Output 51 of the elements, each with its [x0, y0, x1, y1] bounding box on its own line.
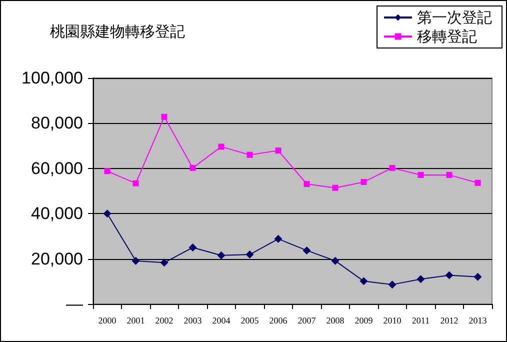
x-tick-label: 2003 [184, 316, 202, 326]
point [132, 180, 139, 186]
legend-label: 第一次登記 [417, 8, 492, 26]
y-tick-label: — [66, 294, 83, 314]
y-tick-label: 100,000 [22, 68, 83, 88]
x-tick-label: 2008 [326, 316, 345, 326]
point [274, 234, 282, 243]
point [104, 168, 110, 174]
point [218, 144, 224, 150]
x-tick-label: 2011 [412, 316, 430, 326]
x-tick-label: 2001 [126, 316, 145, 326]
point [416, 275, 425, 284]
x-tick-label: 2000 [98, 316, 117, 326]
y-tick-label: 80,000 [31, 114, 83, 133]
point [331, 256, 340, 265]
x-tick-label: 2009 [354, 316, 374, 326]
point [418, 172, 424, 178]
point [302, 246, 311, 254]
point [188, 244, 197, 252]
y-tick-label: 60,000 [31, 158, 83, 178]
point [132, 256, 140, 265]
point [161, 114, 168, 120]
x-tick-label: 2004 [212, 316, 231, 326]
x-tick-label: 2002 [155, 316, 174, 326]
x-tick-label: 2012 [440, 316, 458, 326]
point [474, 180, 481, 186]
point [445, 271, 454, 280]
point [304, 180, 310, 187]
point [446, 172, 452, 178]
x-tick-label: 2006 [269, 316, 288, 326]
point [360, 277, 368, 286]
point [360, 178, 367, 185]
y-tick-label: 40,000 [31, 204, 83, 224]
point [217, 251, 226, 260]
x-tick-label: 2005 [240, 316, 260, 326]
point [474, 272, 482, 281]
point [275, 148, 282, 154]
chart-title: 桃園縣建物轉移登記 [50, 22, 185, 40]
point [160, 258, 168, 267]
point [246, 152, 253, 158]
point [389, 164, 396, 171]
point [388, 280, 396, 289]
point [103, 210, 112, 218]
point [246, 250, 254, 259]
x-tick-label: 2010 [383, 316, 402, 326]
x-tick-label: 2007 [298, 316, 316, 326]
x-tick-label: 2013 [468, 316, 488, 326]
y-tick-label: 20,000 [31, 249, 83, 268]
point [332, 184, 338, 191]
point [190, 164, 196, 171]
legend-label: 移轉登記 [417, 28, 477, 46]
